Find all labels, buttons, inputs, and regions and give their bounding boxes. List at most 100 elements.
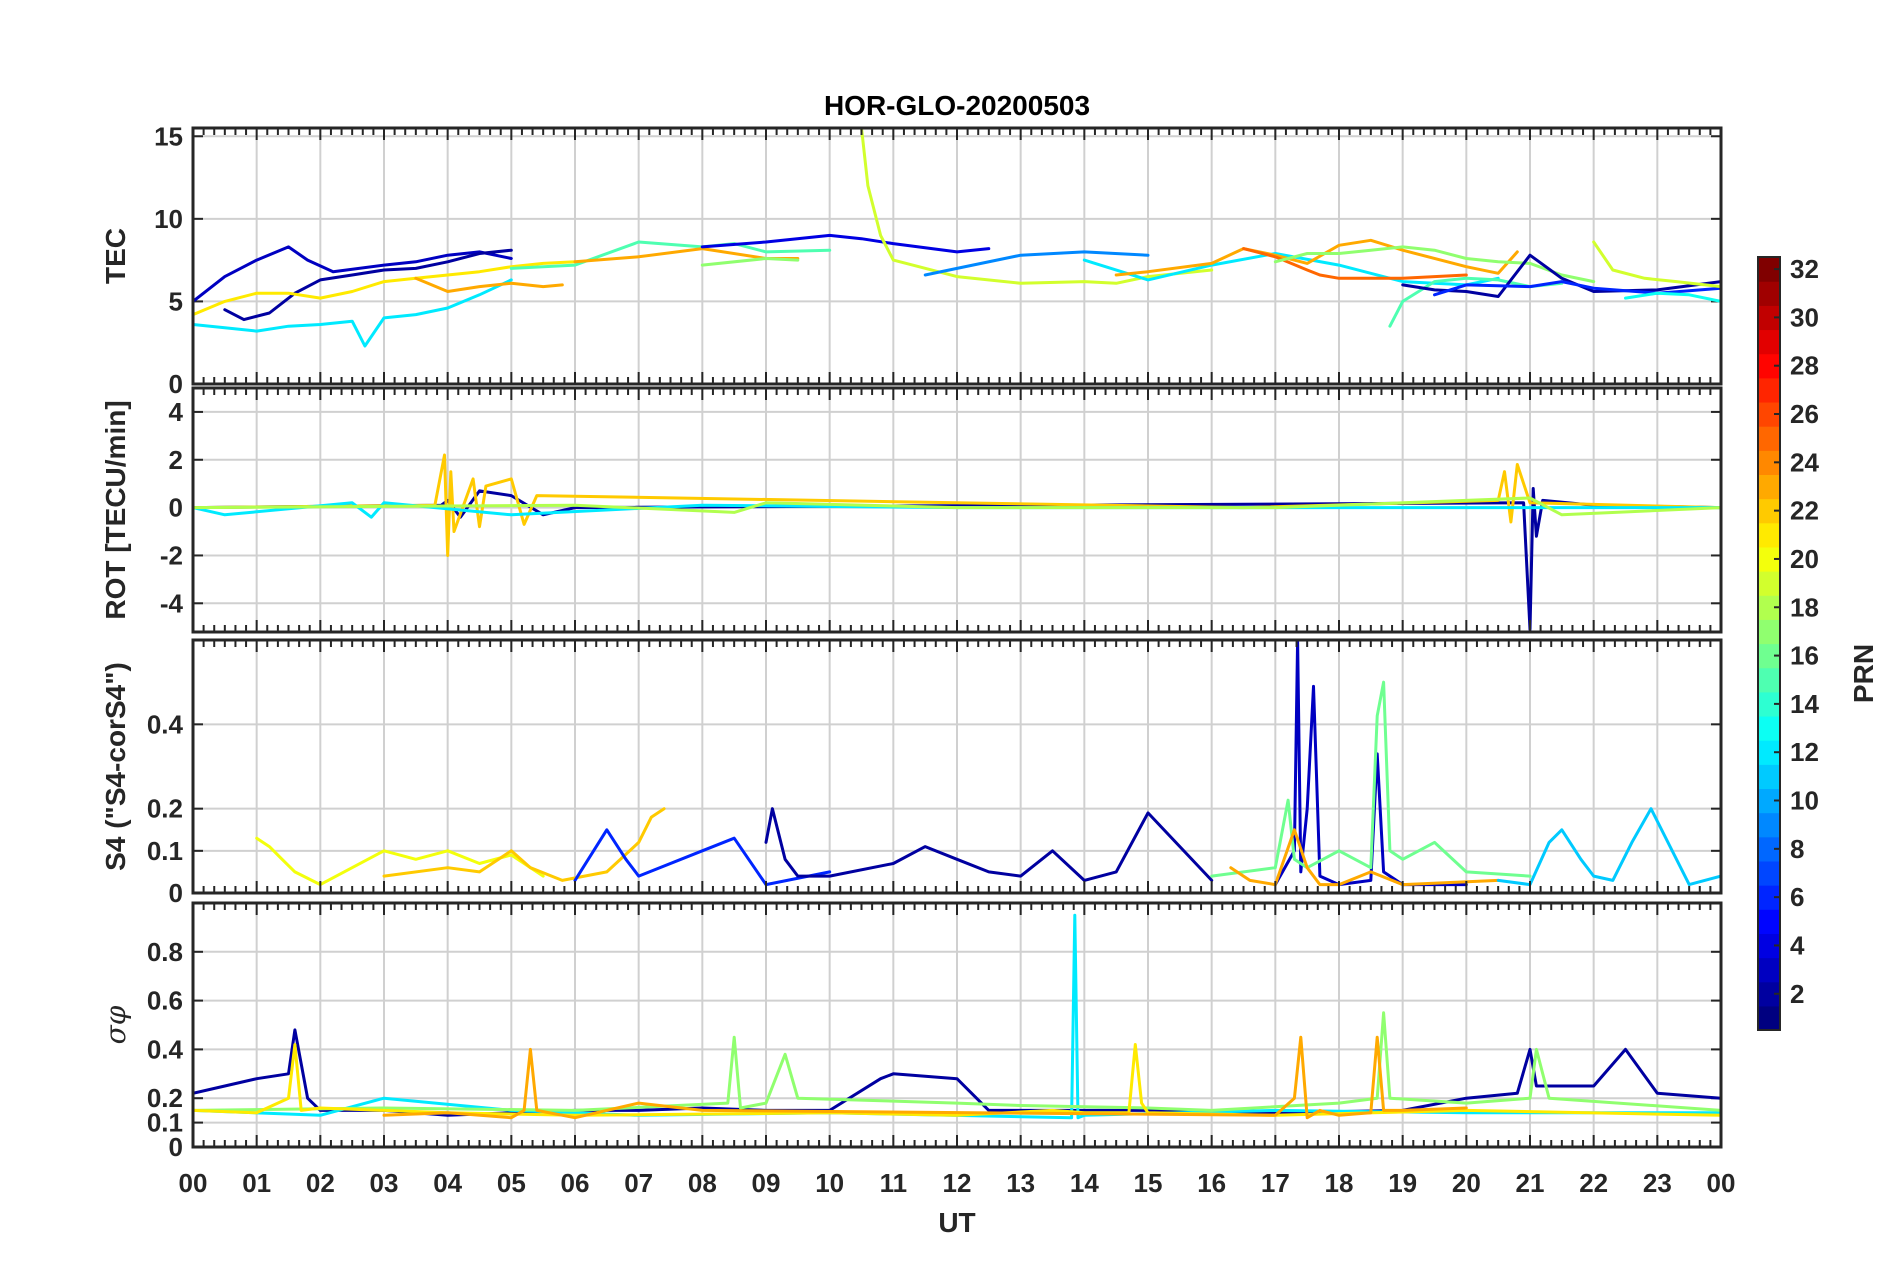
- series-line-prn-21: [193, 260, 577, 317]
- colorbar-step: [1758, 281, 1780, 306]
- panel-rot: -4 -2 0 2 4 ROT [TECU/min]: [100, 386, 1723, 634]
- chart-title: HOR-GLO-20200503: [824, 90, 1090, 121]
- colorbar-step: [1758, 401, 1780, 427]
- colorbar-tick-label: 26: [1790, 399, 1819, 429]
- y-tick-label: 0.6: [147, 986, 183, 1016]
- series-line-prn-23: [1229, 828, 1500, 887]
- colorbar-tick-label: 4: [1790, 930, 1805, 960]
- y-axis-label: S4 ("S4-corS4"): [100, 662, 131, 871]
- x-tick-label: 02: [306, 1168, 335, 1198]
- colorbar-step: [1758, 619, 1780, 645]
- x-tick-label: 17: [1261, 1168, 1290, 1198]
- colorbar-step: [1758, 957, 1780, 983]
- y-tick-label: 0: [169, 493, 183, 523]
- x-tick-label: 10: [815, 1168, 844, 1198]
- series-line-prn-23: [414, 276, 564, 293]
- x-tick-label: 18: [1325, 1168, 1354, 1198]
- colorbar-tick-label: 16: [1790, 641, 1819, 671]
- colorbar-tick-label: 24: [1790, 447, 1819, 477]
- y-tick-label: 0.2: [147, 1083, 183, 1113]
- colorbar-step: [1758, 981, 1780, 1007]
- x-tick-label: 21: [1516, 1168, 1545, 1198]
- colorbar-step: [1758, 426, 1780, 451]
- panel-s4: 0 0.1 0.2 0.4 S4 ("S4-corS4"): [100, 638, 1723, 908]
- y-tick-label: 0.4: [147, 709, 184, 739]
- x-tick-label: 14: [1070, 1168, 1099, 1198]
- x-tick-label: 00: [179, 1168, 208, 1198]
- series-group: [193, 453, 1721, 632]
- colorbar-step: [1758, 715, 1780, 741]
- series-line-prn-17: [700, 257, 800, 267]
- x-tick-label: 05: [497, 1168, 526, 1198]
- x-axis-label: UT: [938, 1207, 975, 1238]
- x-tick-labels: 00 01 02 03 04 05 06 07 08 09 10 11 12 13 14 15 16 17 18 19…: [179, 1168, 1736, 1198]
- colorbar-tick-label: 18: [1790, 592, 1819, 622]
- x-tick-label: 00: [1707, 1168, 1736, 1198]
- x-tick-label: 03: [370, 1168, 399, 1198]
- series-line-prn-4: [700, 233, 991, 254]
- colorbar-tick-label: 6: [1790, 882, 1804, 912]
- colorbar-step: [1758, 909, 1780, 934]
- x-tick-label: 12: [943, 1168, 972, 1198]
- y-tick-label: 2: [169, 445, 183, 475]
- colorbar-step: [1758, 522, 1780, 548]
- series-group: [255, 640, 1721, 887]
- colorbar-tick-label: 30: [1790, 302, 1819, 332]
- panel-tec: 0 5 10 15 TEC: [100, 121, 1723, 399]
- series-group: [193, 128, 1721, 348]
- x-tick-label: 19: [1388, 1168, 1417, 1198]
- colorbar-step: [1758, 353, 1780, 379]
- colorbar-tick-label: 20: [1790, 544, 1819, 574]
- colorbar-step: [1758, 836, 1780, 862]
- colorbar-tick-label: 10: [1790, 786, 1819, 816]
- y-tick-label: 0.1: [147, 836, 183, 866]
- series-line-prn-18: [193, 496, 1721, 517]
- y-axis-label: σφ: [99, 1005, 132, 1044]
- series-line-prn-22: [382, 807, 666, 882]
- series-line-prn-9: [923, 250, 1150, 277]
- y-tick-label: 10: [154, 204, 183, 234]
- series-line-prn-12: [193, 278, 513, 348]
- colorbar-step: [1758, 764, 1780, 790]
- series-line-prn-3: [193, 245, 513, 303]
- colorbar-step: [1758, 885, 1780, 910]
- colorbar-tick-label: 12: [1790, 737, 1819, 767]
- colorbar-step: [1758, 498, 1780, 524]
- colorbar-step: [1758, 740, 1780, 765]
- series-line-prn-19: [1592, 240, 1721, 289]
- plot-frame: [191, 901, 1723, 1149]
- colorbar-step: [1758, 329, 1780, 355]
- series-line-prn-12: [1082, 252, 1500, 287]
- series-line-prn-25: [1242, 247, 1468, 280]
- colorbar-step: [1758, 450, 1780, 476]
- colorbar-step: [1758, 667, 1780, 693]
- panel-sigma: 00.10.2 0.4 0.6 0.8 σφ: [99, 901, 1723, 1162]
- colorbar-step: [1758, 377, 1780, 403]
- colorbar-step: [1758, 691, 1780, 717]
- y-tick-label: 4: [169, 397, 184, 427]
- colorbar-step: [1758, 571, 1780, 596]
- colorbar-tick-label: 14: [1790, 689, 1819, 719]
- series-line-prn-19: [860, 128, 1214, 285]
- y-tick-label: 0: [169, 878, 183, 908]
- colorbar-step: [1758, 305, 1780, 331]
- y-tick-label: 0: [169, 369, 183, 399]
- y-axis-label: ROT [TECU/min]: [100, 400, 131, 619]
- colorbar-step: [1758, 643, 1780, 669]
- x-tick-label: 07: [624, 1168, 653, 1198]
- colorbar-step: [1758, 474, 1780, 500]
- series-line-prn-13: [1624, 291, 1721, 303]
- colorbar-tick-label: 2: [1790, 979, 1804, 1009]
- series-line-prn-3: [1273, 640, 1468, 887]
- colorbar-step: [1758, 933, 1780, 959]
- series-group: [193, 913, 1721, 1120]
- y-tick-label: 0.1: [147, 1108, 183, 1138]
- colorbar-frame: [1757, 256, 1781, 1031]
- x-tick-label: 20: [1452, 1168, 1481, 1198]
- x-tick-label: 15: [1134, 1168, 1163, 1198]
- series-line-prn-6: [573, 828, 832, 887]
- series-line-prn-23: [382, 1035, 1468, 1120]
- series-line-prn-12: [193, 913, 1721, 1120]
- series-line-prn-16: [1210, 680, 1532, 878]
